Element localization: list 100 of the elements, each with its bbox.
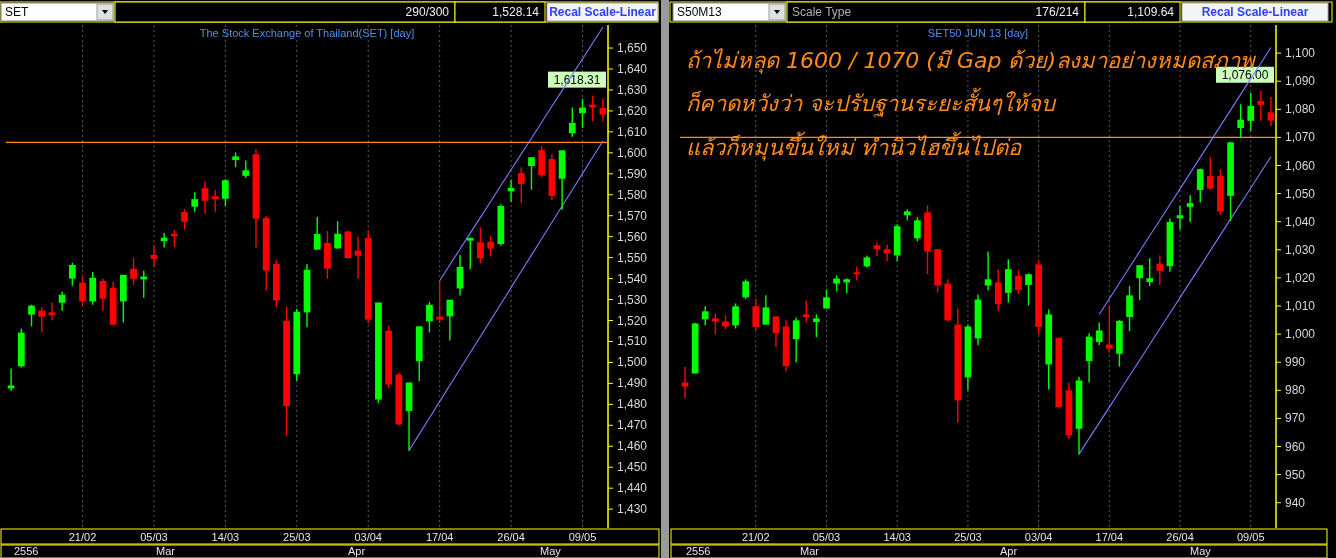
x-tick-label: 25/03 (954, 531, 982, 543)
candlestick (38, 306, 46, 333)
candlestick (1136, 264, 1143, 301)
x-tick-label: 26/04 (1166, 531, 1194, 543)
y-tick-label: 1,020 (1285, 270, 1316, 285)
candlestick (802, 299, 810, 323)
candlestick (528, 156, 535, 191)
candlestick (994, 268, 1002, 313)
y-tick-label: 1,010 (1285, 299, 1316, 314)
y-tick-label: 1,620 (617, 103, 648, 118)
candlestick (99, 278, 107, 312)
y-tick-label: 1,480 (617, 397, 648, 412)
y-tick-label: 1,580 (617, 187, 648, 202)
y-tick-label: 1,000 (1285, 327, 1316, 342)
y-tick-label: 1,090 (1285, 74, 1316, 89)
candlestick (732, 302, 739, 330)
y-tick-label: 1,080 (1285, 102, 1316, 117)
y-tick-label: 1,490 (617, 376, 648, 391)
x-tick-label: 26/04 (497, 531, 525, 543)
annotation: ก็คาดหวังว่า จะปรับฐานระยะสั้นๆให้จบ (686, 87, 1057, 117)
y-tick-label: 1,520 (617, 313, 648, 328)
text: S50M13 (677, 5, 723, 19)
y-tick-label: 1,060 (1285, 158, 1316, 173)
candlestick (201, 180, 209, 215)
y-tick-label: 940 (1285, 495, 1306, 510)
candlestick (1146, 257, 1154, 287)
text: 2556 (686, 545, 711, 557)
candlestick (211, 189, 219, 213)
line-series (408, 140, 604, 451)
candlestick (517, 166, 525, 204)
text: Mar (156, 545, 176, 557)
candlestick (1247, 92, 1255, 132)
candlestick (48, 302, 56, 321)
x-tick-label: 05/03 (812, 531, 841, 543)
text: 1,528.14 (492, 5, 540, 19)
x-tick-label: 14/03 (883, 531, 911, 543)
y-tick-label: 1,450 (617, 460, 648, 475)
candlestick (89, 271, 97, 306)
x-tick-label: 25/03 (283, 531, 311, 543)
y-tick-label: 1,530 (617, 292, 648, 307)
candlestick (426, 301, 433, 334)
candlestick (222, 178, 229, 207)
candlestick (792, 316, 800, 363)
x-tick-label: 03/04 (354, 531, 382, 543)
candlestick (68, 262, 76, 287)
y-tick-label: 1,600 (617, 145, 648, 160)
candlestick (446, 299, 454, 342)
text: Apr (1000, 545, 1018, 557)
y-tick-label: 980 (1285, 383, 1306, 398)
candlestick (436, 280, 444, 324)
text: Scale Type (792, 5, 852, 19)
y-tick-label: 1,440 (617, 481, 648, 496)
candlestick (813, 313, 820, 338)
candlestick (1257, 90, 1265, 122)
candlestick (1156, 254, 1164, 286)
chart-title: The Stock Exchange of Thailand(SET) [day] (199, 27, 415, 39)
text: May (540, 545, 562, 557)
y-tick-label: 1,470 (617, 418, 648, 433)
x-tick-label: 17/04 (1095, 531, 1124, 543)
candlestick (681, 366, 689, 400)
candlestick (466, 236, 474, 270)
candlestick (712, 312, 719, 336)
y-tick-label: 1,030 (1285, 242, 1316, 257)
candlestick (181, 208, 188, 231)
candlestick (1025, 272, 1032, 307)
candlestick (568, 106, 576, 138)
y-tick-label: 970 (1285, 411, 1306, 426)
text: 290/300 (405, 5, 450, 19)
candlestick (752, 298, 760, 331)
candlestick (579, 98, 586, 129)
y-tick-label: 1,540 (617, 271, 648, 286)
candlestick (914, 216, 921, 243)
candlestick (1196, 167, 1204, 204)
annotation: แล้วก็หมุนขึ้นใหม่ ทำนิวไฮขึ้นไปต่อ (686, 131, 1022, 161)
candlestick (28, 304, 35, 328)
candlestick (191, 191, 199, 213)
candlestick (589, 94, 597, 122)
x-tick-label: 21/02 (742, 531, 770, 543)
line-series (439, 26, 604, 282)
y-tick-label: 1,100 (1285, 46, 1316, 61)
text: SET (5, 5, 30, 19)
text: 1,109.64 (1127, 5, 1175, 19)
candlestick (313, 216, 321, 251)
text: Mar (800, 545, 820, 557)
x-tick-label: 14/03 (211, 531, 240, 543)
candlestick (79, 275, 86, 307)
y-tick-label: 1,070 (1285, 130, 1316, 145)
y-tick-label: 1,650 (617, 41, 648, 56)
candlestick (1105, 305, 1113, 354)
y-tick-label: 1,630 (617, 82, 648, 97)
candlestick (7, 367, 15, 392)
candlestick (487, 235, 495, 258)
y-tick-label: 1,510 (617, 334, 648, 349)
candlestick (477, 226, 484, 264)
candlestick (701, 305, 709, 327)
text: 2556 (14, 545, 39, 557)
y-tick-label: 1,590 (617, 166, 648, 181)
candlestick (130, 257, 137, 286)
text: 176/214 (1035, 5, 1080, 19)
line-series (1078, 156, 1272, 455)
